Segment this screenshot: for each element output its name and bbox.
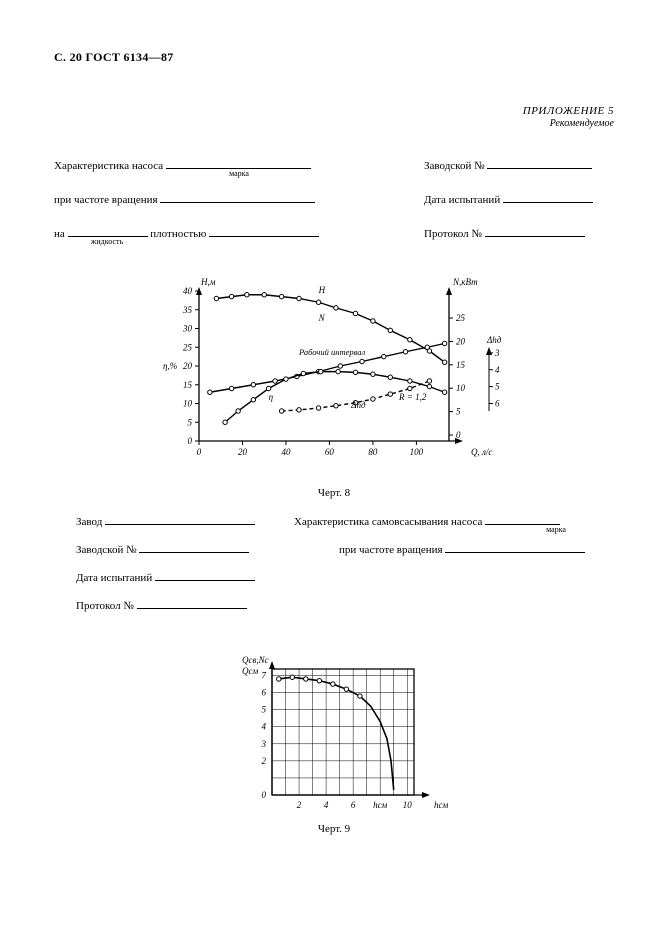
label-density: плотностью: [150, 228, 206, 240]
figure-9: 7 6 5 4 3 2 0 Qсв,NсQсм 2 4 6 hсм 10 hсм Черт. 9: [54, 647, 614, 835]
svg-text:100: 100: [410, 447, 424, 457]
svg-text:30: 30: [182, 324, 193, 334]
figure-8: 4035302520151050Н,мη,%2520151050N,кВт654…: [54, 271, 614, 499]
fig9-caption: Черт. 9: [54, 823, 614, 835]
svg-text:2: 2: [297, 800, 302, 810]
under-marka: марка: [209, 169, 269, 178]
svg-text:0: 0: [197, 447, 202, 457]
under-liquid: жидкость: [72, 237, 142, 246]
svg-text:7: 7: [262, 671, 267, 681]
under-marka2: марка: [526, 525, 586, 534]
svg-text:40: 40: [281, 447, 291, 457]
appendix-title: ПРИЛОЖЕНИЕ 5: [523, 105, 614, 117]
svg-text:6: 6: [495, 399, 500, 409]
svg-text:0: 0: [456, 430, 461, 440]
svg-text:N: N: [318, 313, 326, 323]
svg-text:10: 10: [183, 399, 193, 409]
svg-text:Рабочий интервал: Рабочий интервал: [298, 347, 366, 357]
label-selfprime: Характеристика самовсасывания насоса: [294, 516, 482, 528]
svg-text:20: 20: [238, 447, 248, 457]
svg-text:15: 15: [183, 380, 193, 390]
label-serial2: Заводской №: [76, 544, 137, 556]
svg-text:10: 10: [403, 800, 413, 810]
svg-text:20: 20: [183, 361, 193, 371]
form-block-2: Завод Заводской № Дата испытаний Протоко…: [54, 513, 614, 643]
label-characteristic: Характеристика насоса: [54, 160, 163, 172]
svg-text:0: 0: [188, 436, 193, 446]
page-header: С. 20 ГОСТ 6134—87: [54, 50, 614, 65]
appendix-subtitle: Рекомендуемое: [550, 118, 614, 129]
svg-text:hсм: hсм: [373, 800, 387, 810]
svg-text:20: 20: [456, 336, 466, 346]
svg-text:5: 5: [495, 382, 500, 392]
svg-text:Qсм: Qсм: [242, 666, 258, 676]
svg-text:Н,м: Н,м: [200, 277, 216, 287]
svg-text:5: 5: [262, 705, 267, 715]
svg-text:η,%: η,%: [163, 361, 177, 371]
label-na: на: [54, 228, 65, 240]
svg-text:15: 15: [456, 360, 466, 370]
label-date2: Дата испытаний: [76, 572, 152, 584]
svg-text:25: 25: [183, 342, 193, 352]
svg-text:6: 6: [262, 688, 267, 698]
svg-text:Δhд: Δhд: [350, 400, 366, 410]
svg-text:5: 5: [456, 407, 461, 417]
label-serial: Заводской №: [424, 160, 485, 172]
svg-text:5: 5: [188, 417, 193, 427]
svg-text:35: 35: [182, 305, 193, 315]
svg-text:2: 2: [262, 756, 267, 766]
svg-text:Qсв,Nс: Qсв,Nс: [242, 655, 269, 665]
svg-text:0: 0: [262, 790, 267, 800]
svg-text:6: 6: [351, 800, 356, 810]
svg-text:R = 1,2: R = 1,2: [398, 392, 427, 402]
svg-text:η: η: [269, 392, 274, 402]
svg-text:Н: Н: [318, 285, 326, 295]
form-block-1: Характеристика насоса марка при частоте …: [54, 157, 614, 267]
svg-text:25: 25: [456, 313, 466, 323]
svg-text:4: 4: [262, 722, 267, 732]
svg-text:80: 80: [368, 447, 378, 457]
label-zavod: Завод: [76, 516, 102, 528]
fig8-caption: Черт. 8: [54, 487, 614, 499]
svg-text:Q, л/с: Q, л/с: [471, 447, 492, 457]
label-freq2: при частоте вращения: [339, 544, 443, 556]
svg-text:3: 3: [494, 348, 500, 358]
svg-text:3: 3: [261, 739, 267, 749]
label-protocol: Протокол №: [424, 228, 482, 240]
label-date: Дата испытаний: [424, 194, 500, 206]
svg-text:60: 60: [325, 447, 335, 457]
svg-text:hсм: hсм: [434, 800, 448, 810]
label-protocol2: Протокол №: [76, 600, 134, 612]
svg-text:4: 4: [495, 365, 500, 375]
svg-text:4: 4: [324, 800, 329, 810]
appendix-block: ПРИЛОЖЕНИЕ 5 Рекомендуемое: [54, 105, 614, 129]
svg-text:10: 10: [456, 383, 466, 393]
svg-text:Δhд: Δhд: [486, 335, 502, 345]
svg-text:40: 40: [183, 286, 193, 296]
label-freq: при частоте вращения: [54, 194, 158, 206]
svg-text:N,кВт: N,кВт: [452, 277, 478, 287]
